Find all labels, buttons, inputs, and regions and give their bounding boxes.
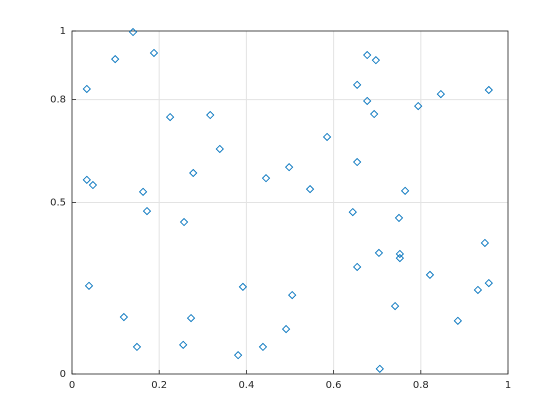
marker (395, 253, 405, 263)
marker (375, 364, 384, 373)
marker (281, 324, 291, 334)
marker (370, 109, 379, 119)
marker (179, 340, 188, 349)
marker (258, 342, 268, 352)
marker (88, 180, 98, 190)
marker (353, 80, 362, 89)
marker (484, 278, 493, 288)
marker (400, 186, 410, 195)
marker (179, 217, 189, 227)
marker (142, 206, 152, 216)
y-tick-label: 0 (60, 369, 66, 380)
marker (261, 174, 271, 183)
x-tick-label: 0 (69, 380, 75, 391)
marker (425, 270, 435, 280)
x-tick-label: 0.2 (151, 380, 167, 391)
marker (363, 50, 372, 60)
marker (322, 132, 332, 142)
marker (186, 313, 196, 323)
marker (480, 238, 490, 248)
axes-box (71, 30, 509, 375)
marker (436, 89, 445, 99)
marker (149, 48, 159, 58)
marker (165, 112, 175, 122)
marker (119, 312, 129, 322)
marker (395, 249, 405, 259)
marker (484, 85, 493, 95)
y-tick-label: 1 (60, 26, 66, 37)
x-tick-label: 0.4 (238, 380, 254, 391)
marker (353, 262, 362, 272)
marker (374, 248, 384, 258)
marker (189, 168, 198, 178)
x-tick-label: 1 (505, 380, 511, 391)
marker (284, 163, 294, 172)
marker (348, 207, 357, 217)
marker (233, 350, 243, 360)
marker (288, 290, 297, 300)
marker (305, 184, 315, 194)
marker (414, 101, 423, 111)
y-tick-label: 0.5 (50, 198, 66, 209)
marker (394, 213, 404, 223)
x-tick-label: 0.6 (326, 380, 342, 391)
marker (215, 144, 224, 154)
marker (453, 316, 462, 325)
marker (82, 84, 91, 94)
marker (206, 110, 215, 120)
y-tick-label: 0.8 (50, 95, 66, 106)
marker (473, 285, 483, 295)
marker (138, 187, 148, 197)
marker (390, 301, 400, 311)
marker (132, 342, 142, 352)
marker (128, 27, 138, 37)
marker (82, 175, 91, 184)
x-tick-label: 0.8 (413, 380, 429, 391)
marker (111, 54, 120, 64)
marker (363, 96, 372, 106)
marker (353, 157, 362, 167)
marker (84, 281, 94, 290)
marker (238, 282, 248, 292)
marker (371, 56, 381, 65)
